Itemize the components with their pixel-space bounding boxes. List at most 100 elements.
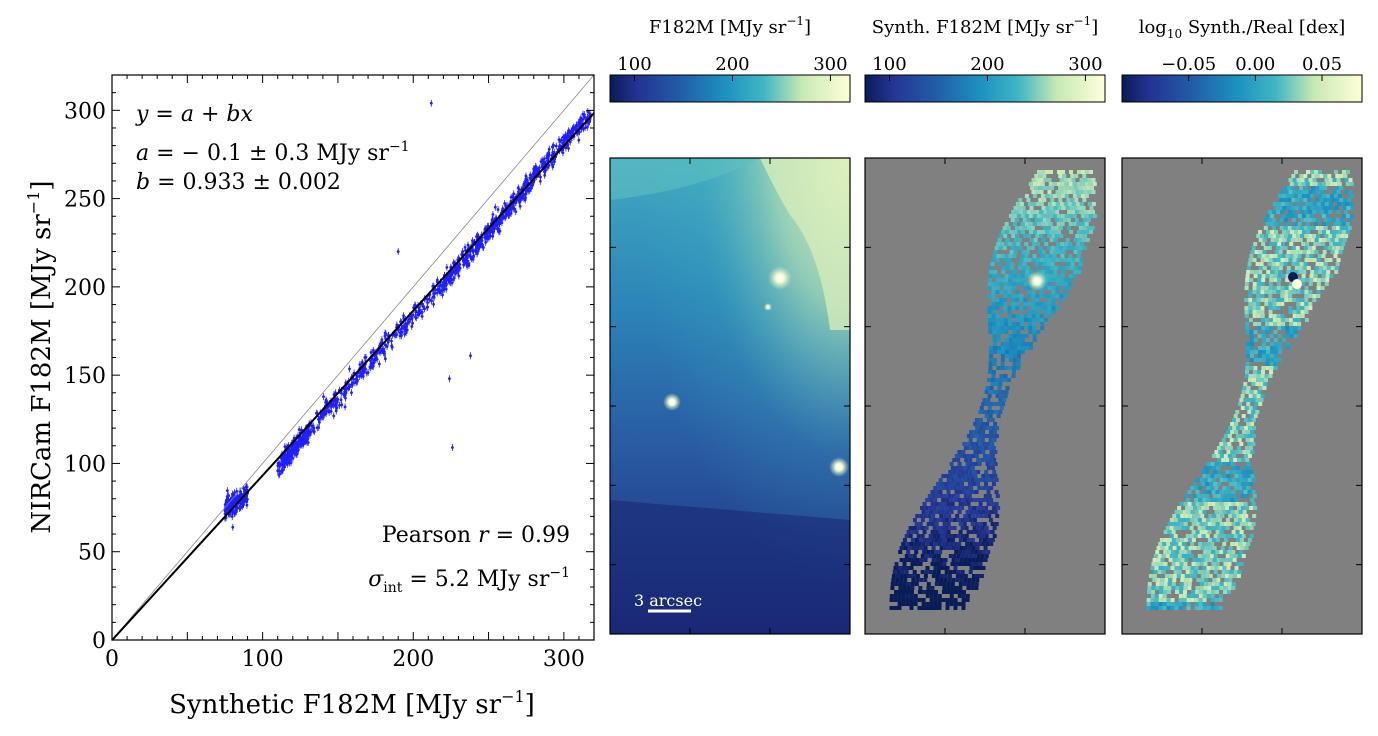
image-pixel (1317, 194, 1322, 198)
image-pixel (1252, 306, 1257, 310)
data-point (464, 249, 467, 252)
image-pixel (953, 474, 958, 478)
image-pixel (1273, 278, 1278, 282)
image-pixel (1246, 350, 1250, 354)
data-point (571, 128, 575, 132)
image-pixel (1060, 274, 1065, 278)
image-pixel (1008, 278, 1013, 282)
image-pixel (1090, 186, 1095, 190)
colorbar-tick-label: 200 (715, 54, 749, 75)
image-pixel (1279, 218, 1284, 222)
image-pixel (974, 530, 979, 534)
image-pixel (977, 462, 982, 466)
image-pixel (913, 542, 918, 546)
image-pixel (989, 430, 994, 434)
image-pixel (1293, 334, 1298, 338)
data-point (311, 424, 315, 428)
image-pixel (1296, 178, 1301, 182)
image-pixel (1302, 230, 1306, 234)
image-pixel (941, 542, 946, 546)
image-pixel (980, 534, 985, 538)
image-pixel (986, 418, 991, 422)
image-pixel (1345, 222, 1350, 226)
image-pixel (1235, 410, 1240, 414)
image-pixel (1079, 258, 1084, 262)
image-pixel (901, 566, 906, 570)
image-pixel (958, 550, 963, 554)
image-pixel (966, 582, 971, 586)
image-pixel (1265, 338, 1270, 342)
image-pixel (911, 558, 916, 562)
image-pixel (1267, 218, 1272, 222)
image-pixel (1319, 186, 1324, 190)
image-pixel (1012, 326, 1017, 330)
image-pixel (1300, 298, 1305, 302)
image-pixel (953, 498, 958, 502)
image-pixel (1269, 278, 1274, 282)
image-pixel (989, 510, 994, 514)
image-pixel (1041, 238, 1046, 242)
image-pixel (1291, 186, 1296, 190)
image-pixel (1337, 242, 1342, 246)
data-point (295, 452, 299, 456)
image-pixel (1039, 318, 1044, 322)
image-pixel (1270, 230, 1274, 234)
image-pixel (1051, 202, 1056, 206)
image-pixel (906, 550, 911, 554)
image-pixel (901, 594, 906, 598)
image-pixel (1055, 210, 1060, 214)
image-pixel (1257, 254, 1262, 258)
image-pixel (1348, 202, 1353, 206)
image-pixel (902, 586, 907, 590)
image-pixel (1301, 242, 1306, 246)
data-point (431, 295, 435, 299)
image-pixel (1246, 266, 1251, 270)
image-pixel (1286, 346, 1290, 350)
image-pixel (1265, 222, 1270, 226)
image-pixel (1023, 306, 1028, 310)
image-pixel (1347, 198, 1352, 202)
image-pixel (926, 590, 930, 594)
image-pixel (1245, 366, 1250, 370)
image-pixel (1051, 234, 1056, 238)
image-pixel (1249, 330, 1254, 334)
image-pixel (981, 510, 986, 514)
image-pixel (929, 602, 934, 606)
image-pixel (1273, 274, 1278, 278)
image-pixel (1032, 214, 1037, 218)
image-pixel (1288, 294, 1293, 298)
image-pixel (1265, 214, 1270, 218)
data-point (466, 243, 470, 247)
image-pixel (934, 562, 939, 566)
data-point (338, 403, 341, 407)
image-pixel (1051, 298, 1056, 302)
image-pixel (991, 310, 996, 314)
image-pixel (939, 514, 944, 518)
data-point (527, 189, 531, 193)
image-pixel (899, 578, 904, 582)
image-pixel (1260, 298, 1265, 302)
image-pixel (1316, 290, 1321, 294)
image-pixel (1259, 398, 1264, 402)
image-pixel (1274, 266, 1279, 270)
image-pixel (1087, 210, 1092, 214)
image-pixel (1019, 314, 1024, 318)
image-pixel (1057, 206, 1062, 210)
data-point (347, 385, 351, 389)
image-pixel (928, 570, 933, 574)
image-pixel (1089, 230, 1093, 234)
image-pixel (1047, 306, 1052, 310)
image-pixel (930, 490, 935, 494)
image-pixel (1292, 258, 1297, 262)
image-pixel (925, 542, 930, 546)
image-pixel (1004, 342, 1009, 346)
image-pixel (1306, 238, 1311, 242)
image-pixel (930, 586, 935, 590)
image-pixel (1286, 230, 1290, 234)
image-pixel (1272, 202, 1277, 206)
image-pixel (1082, 186, 1087, 190)
image-pixel (1020, 278, 1025, 282)
y-tick-label: 300 (64, 99, 106, 124)
data-point (496, 227, 500, 231)
image-pixel (1295, 262, 1300, 266)
